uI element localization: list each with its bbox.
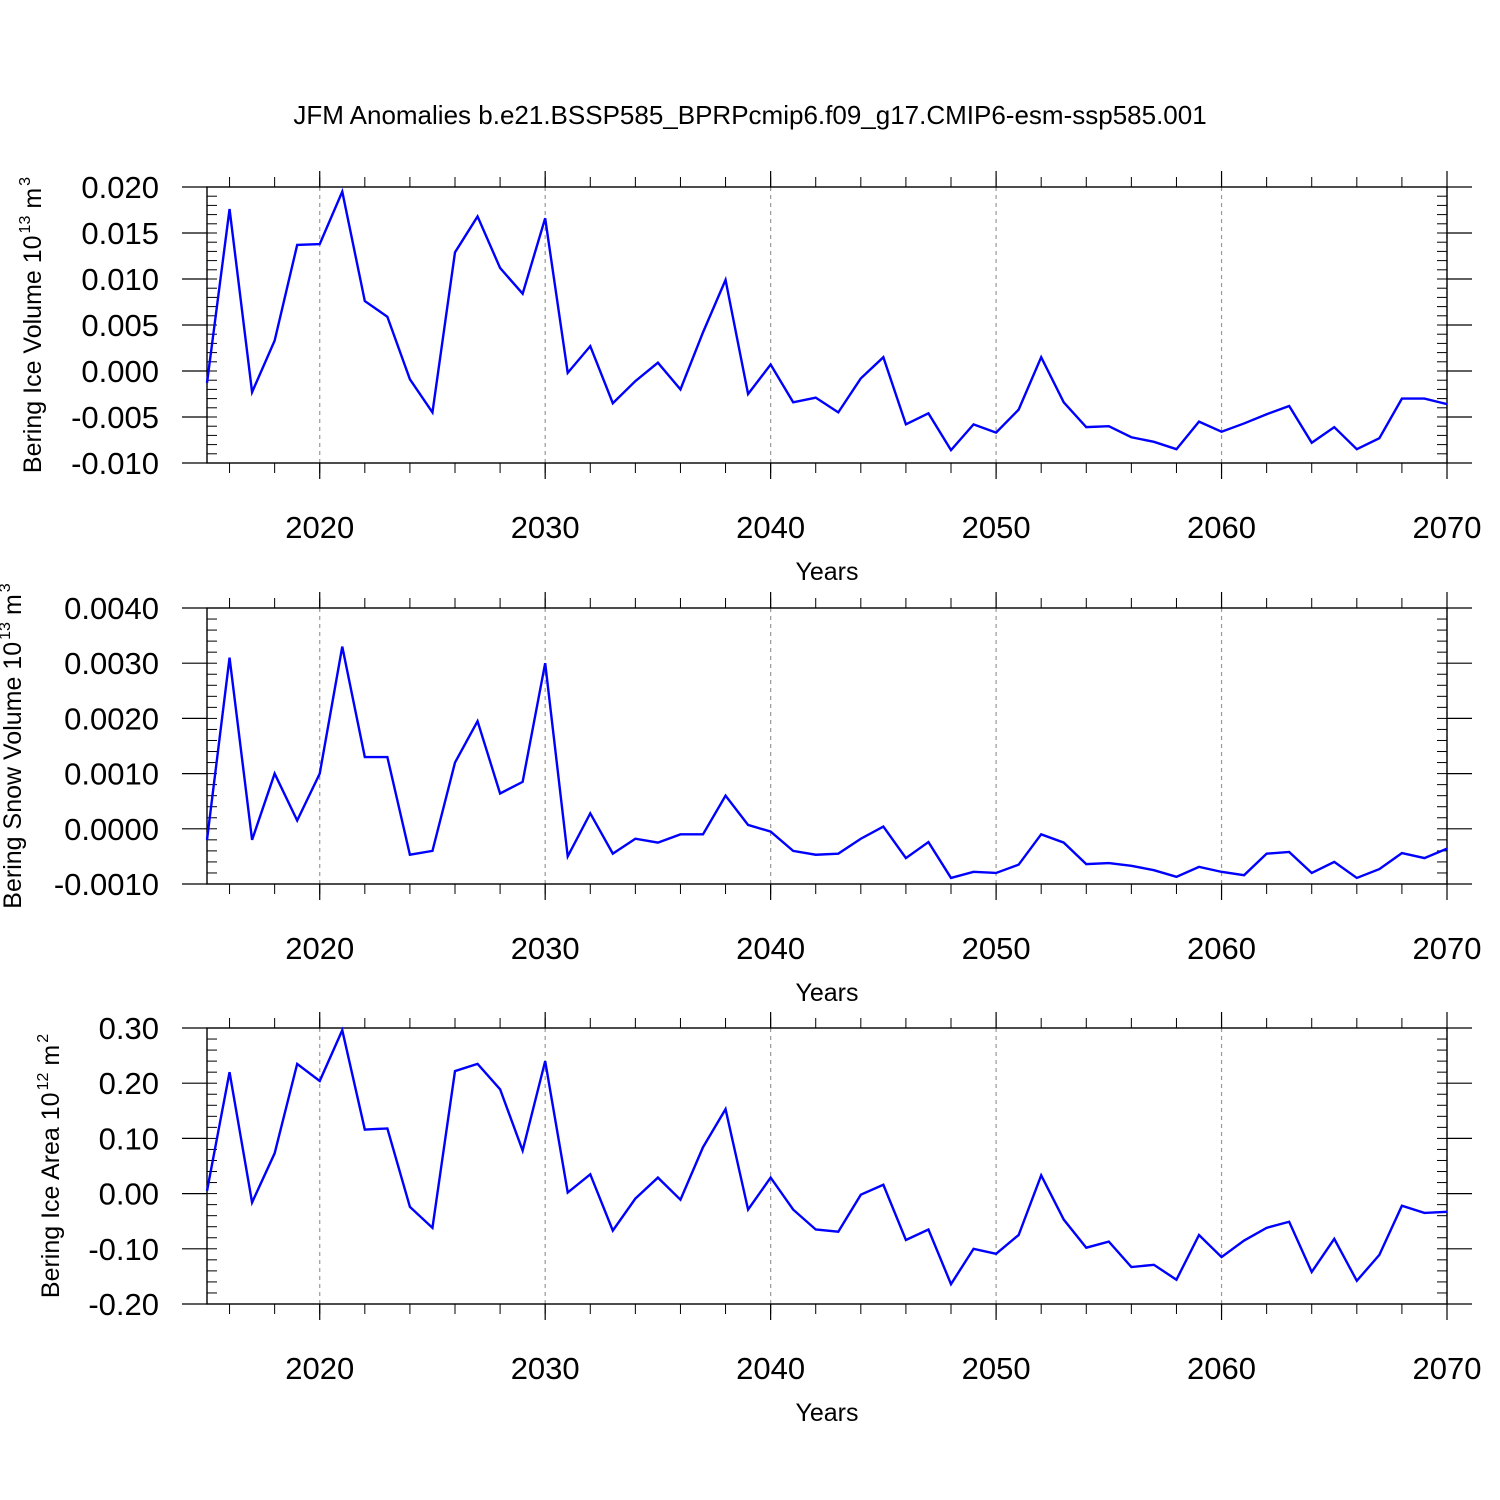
y-axis-title-part: m bbox=[19, 188, 47, 209]
y-tick-label: 0.0000 bbox=[64, 812, 159, 847]
x-tick-label: 2050 bbox=[962, 510, 1031, 545]
x-axis-title: Years bbox=[795, 558, 858, 586]
y-tick-label: -0.20 bbox=[88, 1287, 159, 1322]
x-axis-title: Years bbox=[795, 979, 858, 1007]
y-tick-label: 0.0020 bbox=[64, 701, 159, 736]
x-tick-label: 2050 bbox=[962, 1351, 1031, 1386]
x-tick-label: 2020 bbox=[285, 510, 354, 545]
y-tick-label: -0.010 bbox=[71, 446, 159, 481]
y-axis-title-part: 13 bbox=[0, 622, 14, 640]
y-tick-label: 0.0040 bbox=[64, 591, 159, 626]
y-tick-label: 0.000 bbox=[81, 354, 159, 389]
y-tick-label: 0.005 bbox=[81, 308, 159, 343]
panel: 2020 2030 2040 2050 2060 2070 -0.20 -0.10 0.00 0.… bbox=[35, 1011, 1481, 1427]
data-line bbox=[205, 1026, 1448, 1287]
x-tick-label: 2030 bbox=[511, 931, 580, 966]
x-axis-title: Years bbox=[795, 1399, 858, 1427]
x-tick-label: 2060 bbox=[1187, 1351, 1256, 1386]
y-tick-label: 0.00 bbox=[99, 1177, 159, 1212]
y-tick-label: -0.10 bbox=[88, 1232, 159, 1267]
y-tick-label: -0.0010 bbox=[54, 867, 159, 902]
figure-title: JFM Anomalies b.e21.BSSP585_BPRPcmip6.f0… bbox=[293, 100, 1206, 130]
y-axis-title-part: 3 bbox=[17, 177, 34, 186]
y-tick-label: 0.0030 bbox=[64, 646, 159, 681]
panel: 2020 2030 2040 2050 2060 2070 -0.0010 0.0000 0.0… bbox=[0, 583, 1481, 1007]
x-tick-label: 2040 bbox=[736, 931, 805, 966]
y-axis-title-part: 2 bbox=[35, 1034, 52, 1043]
data-line bbox=[205, 646, 1448, 880]
x-tick-label: 2030 bbox=[511, 1351, 580, 1386]
x-tick-label: 2030 bbox=[511, 510, 580, 545]
y-axis-title-part: m bbox=[37, 1045, 65, 1066]
x-tick-label: 2040 bbox=[736, 1351, 805, 1386]
x-tick-label: 2060 bbox=[1187, 931, 1256, 966]
y-axis-title: Bering Ice Area 1012 m 2 bbox=[35, 1034, 65, 1298]
x-tick-label: 2050 bbox=[962, 931, 1031, 966]
y-axis-title-part: 13 bbox=[17, 216, 34, 234]
y-axis-title-part: Bering Ice Volume 10 bbox=[19, 235, 47, 473]
y-axis-title: Bering Ice Volume 1013 m 3 bbox=[17, 177, 47, 473]
y-tick-label: 0.010 bbox=[81, 262, 159, 297]
x-tick-label: 2040 bbox=[736, 510, 805, 545]
y-tick-label: 0.0010 bbox=[64, 757, 159, 792]
y-tick-label: -0.005 bbox=[71, 400, 159, 435]
x-tick-label: 2020 bbox=[285, 1351, 354, 1386]
data-line bbox=[205, 187, 1448, 453]
plot-frame bbox=[206, 186, 1448, 464]
y-tick-label: 0.020 bbox=[81, 170, 159, 205]
y-tick-label: 0.10 bbox=[99, 1121, 159, 1156]
y-axis-title: Bering Snow Volume 10 13 m 3 bbox=[0, 583, 27, 908]
plot-frame bbox=[206, 1027, 1448, 1305]
x-tick-label: 2070 bbox=[1413, 510, 1482, 545]
y-tick-label: 0.015 bbox=[81, 216, 159, 251]
x-tick-label: 2020 bbox=[285, 931, 354, 966]
panel: 2020 2030 2040 2050 2060 2070 -0.010 -0.005 0.00… bbox=[17, 170, 1481, 586]
y-axis-title-part: 12 bbox=[35, 1073, 52, 1091]
x-tick-label: 2070 bbox=[1413, 1351, 1482, 1386]
y-tick-label: 0.20 bbox=[99, 1066, 159, 1101]
y-tick-label: 0.30 bbox=[99, 1011, 159, 1046]
y-axis-title-part: m bbox=[0, 594, 27, 615]
x-tick-label: 2060 bbox=[1187, 510, 1256, 545]
y-axis-title-part: Bering Snow Volume 10 bbox=[0, 642, 27, 909]
y-axis-title-part: 3 bbox=[0, 583, 14, 592]
y-axis-title-part: Bering Ice Area 10 bbox=[37, 1092, 65, 1298]
plot-frame bbox=[206, 607, 1448, 885]
x-tick-label: 2070 bbox=[1413, 931, 1482, 966]
